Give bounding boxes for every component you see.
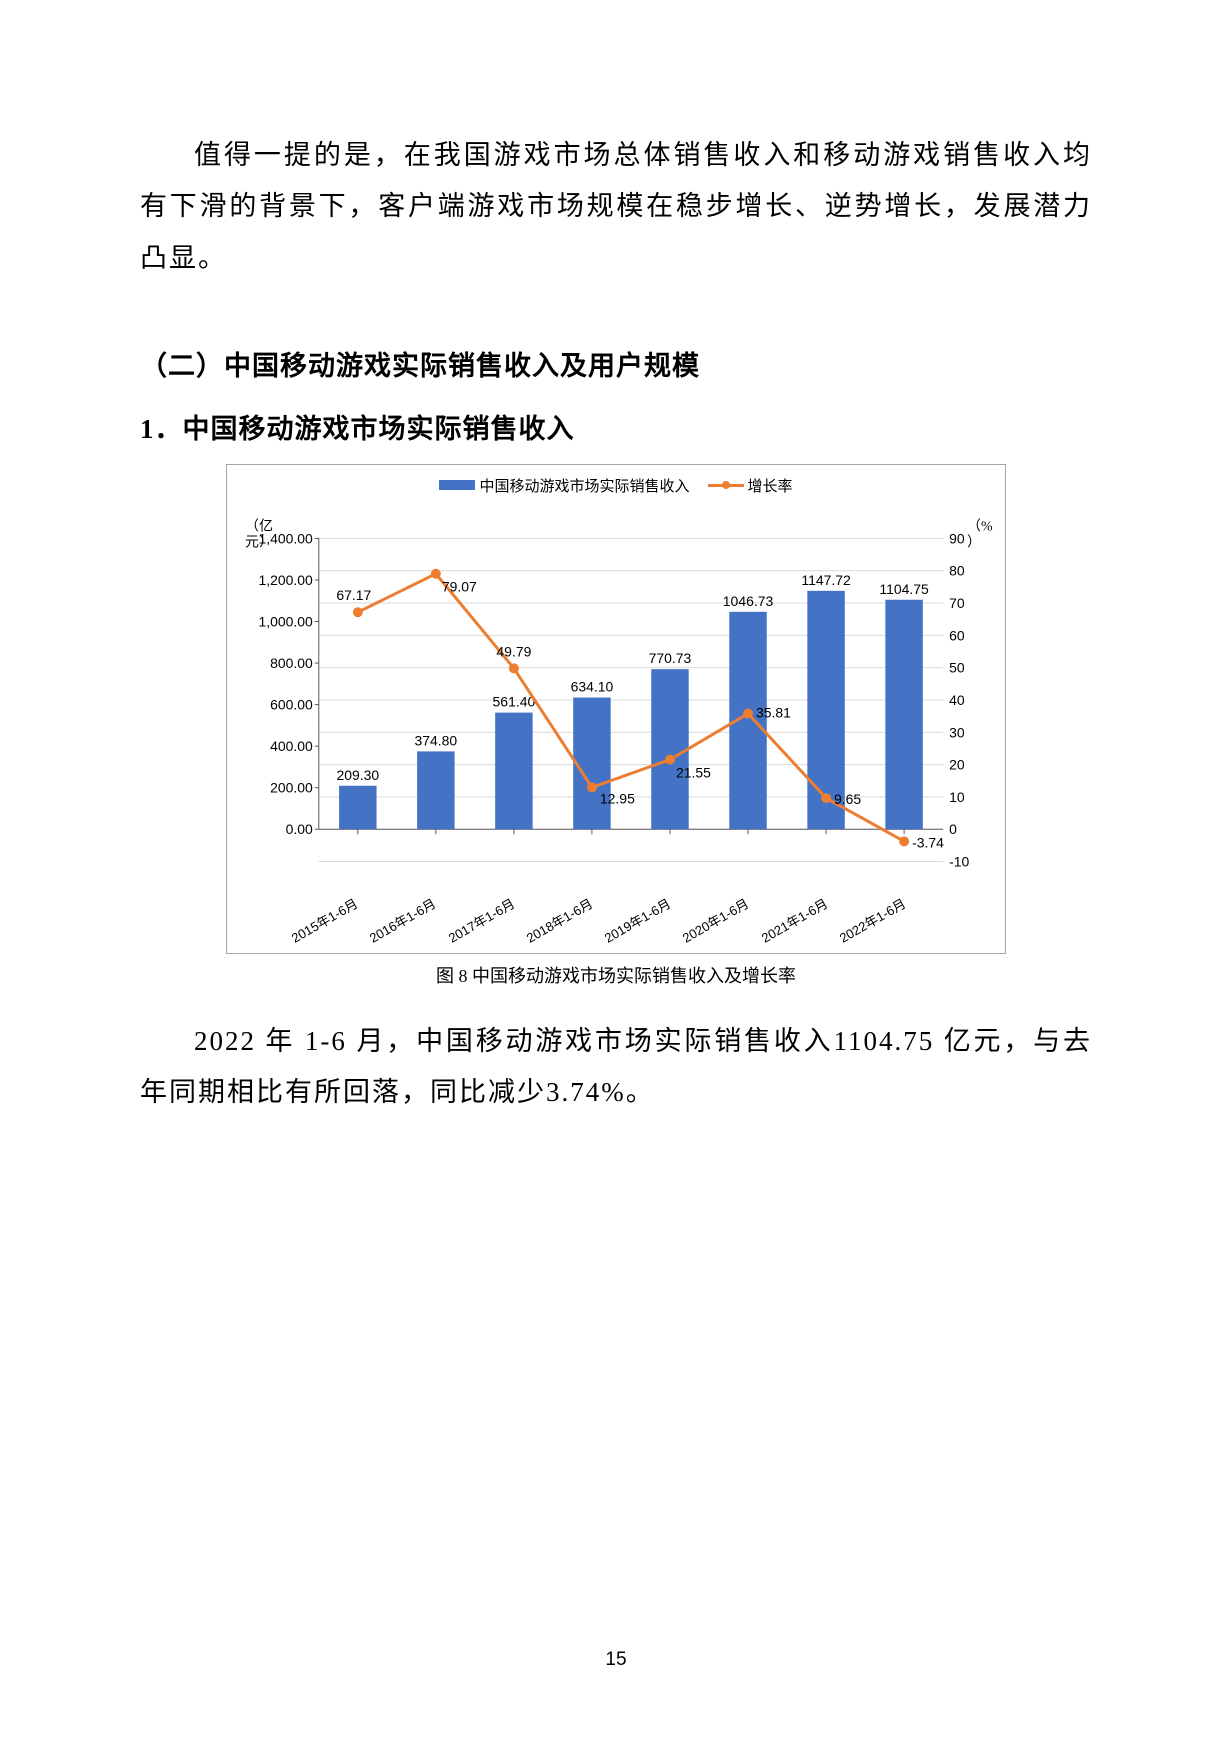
svg-text:561.40: 561.40 <box>493 694 536 710</box>
chart-plot-area: （亿元）（%）0.00200.00400.00600.00800.001,000… <box>241 500 991 890</box>
svg-text:1,000.00: 1,000.00 <box>258 613 313 629</box>
section-heading: （二）中国移动游戏实际销售收入及用户规模 <box>140 344 1092 383</box>
svg-text:1046.73: 1046.73 <box>723 593 774 609</box>
x-tick-label: 2022年1-6月 <box>835 893 908 946</box>
svg-text:90: 90 <box>949 530 965 546</box>
svg-text:770.73: 770.73 <box>649 650 692 666</box>
svg-text:21.55: 21.55 <box>676 764 711 780</box>
x-tick-label: 2017年1-6月 <box>444 893 517 946</box>
x-tick-label: 2018年1-6月 <box>522 893 595 946</box>
legend-bar-item: 中国移动游戏市场实际销售收入 <box>439 475 689 496</box>
svg-text:-10: -10 <box>949 853 969 869</box>
svg-text:634.10: 634.10 <box>571 678 614 694</box>
svg-text:374.80: 374.80 <box>415 732 458 748</box>
intro-paragraph: 值得一提的是，在我国游戏市场总体销售收入和移动游戏销售收入均有下滑的背景下，客户… <box>140 130 1092 284</box>
chart-caption: 图 8 中国移动游戏市场实际销售收入及增长率 <box>140 962 1092 988</box>
svg-text:35.81: 35.81 <box>756 704 791 720</box>
summary-paragraph: 2022 年 1-6 月，中国移动游戏市场实际销售收入1104.75 亿元，与去… <box>140 1016 1092 1119</box>
svg-text:1,200.00: 1,200.00 <box>258 572 313 588</box>
x-tick-label: 2019年1-6月 <box>601 893 674 946</box>
x-tick-label: 2020年1-6月 <box>679 893 752 946</box>
svg-text:1,400.00: 1,400.00 <box>258 530 313 546</box>
legend-line-item: 增长率 <box>708 475 793 496</box>
chart-svg: （亿元）（%）0.00200.00400.00600.00800.001,000… <box>241 500 991 890</box>
revenue-growth-chart: 中国移动游戏市场实际销售收入 增长率 （亿元）（%）0.00200.00400.… <box>226 464 1006 954</box>
svg-text:10: 10 <box>949 789 965 805</box>
legend-line-swatch <box>708 480 744 490</box>
svg-text:600.00: 600.00 <box>270 696 313 712</box>
subsection-heading: 1．中国移动游戏市场实际销售收入 <box>140 407 1092 446</box>
page-number: 15 <box>0 1649 1232 1671</box>
svg-text:400.00: 400.00 <box>270 738 313 754</box>
svg-text:800.00: 800.00 <box>270 655 313 671</box>
svg-text:9.65: 9.65 <box>834 791 861 807</box>
x-tick-label: 2021年1-6月 <box>757 893 830 946</box>
svg-text:60: 60 <box>949 627 965 643</box>
svg-text:0: 0 <box>949 821 957 837</box>
x-tick-label: 2015年1-6月 <box>288 893 361 946</box>
svg-text:80: 80 <box>949 563 965 579</box>
svg-text:-3.74: -3.74 <box>912 834 944 850</box>
svg-text:0.00: 0.00 <box>286 821 313 837</box>
svg-text:79.07: 79.07 <box>442 579 477 595</box>
svg-text:50: 50 <box>949 660 965 676</box>
svg-text:209.30: 209.30 <box>336 767 379 783</box>
svg-text:40: 40 <box>949 692 965 708</box>
svg-text:30: 30 <box>949 724 965 740</box>
svg-text:200.00: 200.00 <box>270 780 313 796</box>
svg-text:（%: （% <box>967 518 993 534</box>
svg-text:49.79: 49.79 <box>496 643 531 659</box>
svg-text:20: 20 <box>949 756 965 772</box>
chart-legend: 中国移动游戏市场实际销售收入 增长率 <box>241 475 991 496</box>
svg-text:12.95: 12.95 <box>600 790 635 806</box>
svg-text:1104.75: 1104.75 <box>879 581 929 597</box>
legend-bar-label: 中国移动游戏市场实际销售收入 <box>479 475 689 496</box>
x-axis-labels: 2015年1-6月2016年1-6月2017年1-6月2018年1-6月2019… <box>241 870 991 940</box>
svg-text:）: ） <box>967 534 981 550</box>
svg-text:70: 70 <box>949 595 965 611</box>
svg-text:67.17: 67.17 <box>336 587 371 603</box>
x-tick-label: 2016年1-6月 <box>366 893 439 946</box>
svg-text:1147.72: 1147.72 <box>801 572 851 588</box>
legend-bar-swatch <box>439 480 475 490</box>
legend-line-label: 增长率 <box>748 475 793 496</box>
